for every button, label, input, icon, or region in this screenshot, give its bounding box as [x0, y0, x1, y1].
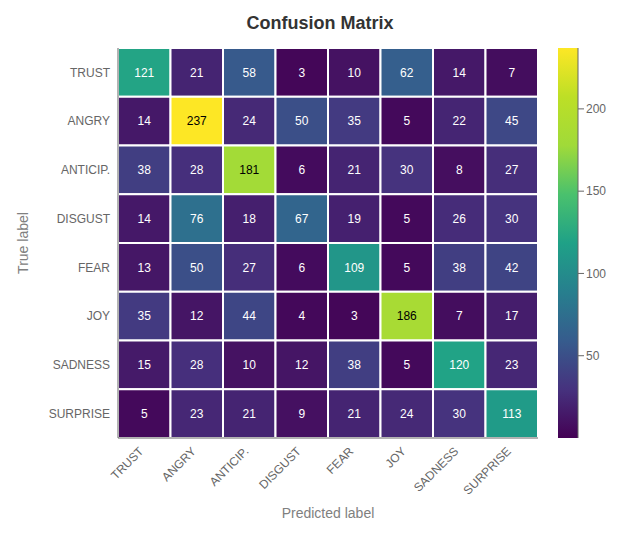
svg-text:35: 35 [348, 114, 362, 128]
svg-text:76: 76 [190, 212, 204, 226]
svg-text:SADNESS: SADNESS [411, 444, 461, 494]
svg-text:12: 12 [295, 358, 309, 372]
svg-text:23: 23 [505, 358, 519, 372]
svg-text:6: 6 [298, 261, 305, 275]
svg-text:21: 21 [348, 163, 362, 177]
svg-text:38: 38 [348, 358, 362, 372]
svg-text:TRUST: TRUST [108, 444, 147, 483]
svg-text:26: 26 [453, 212, 467, 226]
svg-text:5: 5 [141, 407, 148, 421]
svg-text:14: 14 [138, 212, 152, 226]
svg-text:38: 38 [453, 261, 467, 275]
svg-text:TRUST: TRUST [70, 66, 111, 80]
svg-text:SURPRISE: SURPRISE [49, 407, 110, 421]
svg-text:FEAR: FEAR [78, 261, 110, 275]
svg-text:8: 8 [456, 163, 463, 177]
svg-text:67: 67 [295, 212, 309, 226]
svg-text:100: 100 [586, 267, 606, 281]
svg-text:181: 181 [239, 163, 259, 177]
svg-text:50: 50 [295, 114, 309, 128]
svg-text:27: 27 [505, 163, 519, 177]
svg-text:62: 62 [400, 66, 414, 80]
svg-text:9: 9 [298, 407, 305, 421]
svg-text:30: 30 [400, 163, 414, 177]
svg-text:35: 35 [138, 309, 152, 323]
svg-text:5: 5 [403, 212, 410, 226]
svg-text:7: 7 [456, 309, 463, 323]
svg-text:58: 58 [243, 66, 257, 80]
svg-text:13: 13 [138, 261, 152, 275]
svg-text:50: 50 [190, 261, 204, 275]
svg-text:120: 120 [449, 358, 469, 372]
svg-text:186: 186 [397, 309, 417, 323]
svg-text:True label: True label [15, 212, 31, 274]
svg-text:ANGRY: ANGRY [159, 444, 199, 484]
svg-text:38: 38 [138, 163, 152, 177]
svg-text:44: 44 [243, 309, 257, 323]
svg-text:5: 5 [403, 114, 410, 128]
svg-text:21: 21 [190, 66, 204, 80]
svg-text:10: 10 [348, 66, 362, 80]
svg-text:28: 28 [190, 163, 204, 177]
svg-text:Predicted label: Predicted label [282, 505, 375, 521]
svg-text:23: 23 [190, 407, 204, 421]
svg-text:SADNESS: SADNESS [53, 358, 110, 372]
svg-text:3: 3 [298, 66, 305, 80]
html-text:Confusion Matrix: Confusion Matrix [246, 13, 394, 33]
svg-text:24: 24 [243, 114, 257, 128]
svg-text:JOY: JOY [87, 309, 110, 323]
svg-text:50: 50 [586, 349, 600, 363]
svg-text:15: 15 [138, 358, 152, 372]
svg-text:27: 27 [243, 261, 257, 275]
svg-text:5: 5 [403, 261, 410, 275]
svg-text:30: 30 [505, 212, 519, 226]
svg-text:150: 150 [586, 184, 606, 198]
svg-text:121: 121 [134, 66, 154, 80]
svg-text:28: 28 [190, 358, 204, 372]
svg-text:3: 3 [351, 309, 358, 323]
svg-text:ANGRY: ANGRY [68, 114, 110, 128]
svg-text:200: 200 [586, 102, 606, 116]
svg-text:DISGUST: DISGUST [57, 212, 111, 226]
svg-text:JOY: JOY [382, 444, 408, 470]
svg-text:SURPRISE: SURPRISE [461, 444, 514, 497]
svg-text:42: 42 [505, 261, 519, 275]
svg-text:5: 5 [403, 358, 410, 372]
svg-text:18: 18 [243, 212, 257, 226]
svg-text:17: 17 [505, 309, 519, 323]
svg-text:45: 45 [505, 114, 519, 128]
svg-text:14: 14 [138, 114, 152, 128]
svg-text:22: 22 [453, 114, 467, 128]
svg-text:4: 4 [298, 309, 305, 323]
svg-text:7: 7 [508, 66, 515, 80]
svg-text:113: 113 [502, 407, 521, 421]
svg-text:12: 12 [190, 309, 204, 323]
svg-text:30: 30 [453, 407, 467, 421]
svg-text:DISGUST: DISGUST [256, 444, 304, 492]
svg-text:109: 109 [344, 261, 364, 275]
svg-text:14: 14 [453, 66, 467, 80]
svg-text:FEAR: FEAR [324, 444, 357, 477]
svg-text:6: 6 [298, 163, 305, 177]
svg-text:19: 19 [348, 212, 362, 226]
svg-text:237: 237 [187, 114, 207, 128]
svg-text:21: 21 [348, 407, 362, 421]
svg-text:ANTICIP.: ANTICIP. [207, 444, 252, 489]
svg-text:24: 24 [400, 407, 414, 421]
svg-text:10: 10 [243, 358, 257, 372]
svg-text:21: 21 [243, 407, 257, 421]
svg-text:ANTICIP.: ANTICIP. [61, 163, 110, 177]
